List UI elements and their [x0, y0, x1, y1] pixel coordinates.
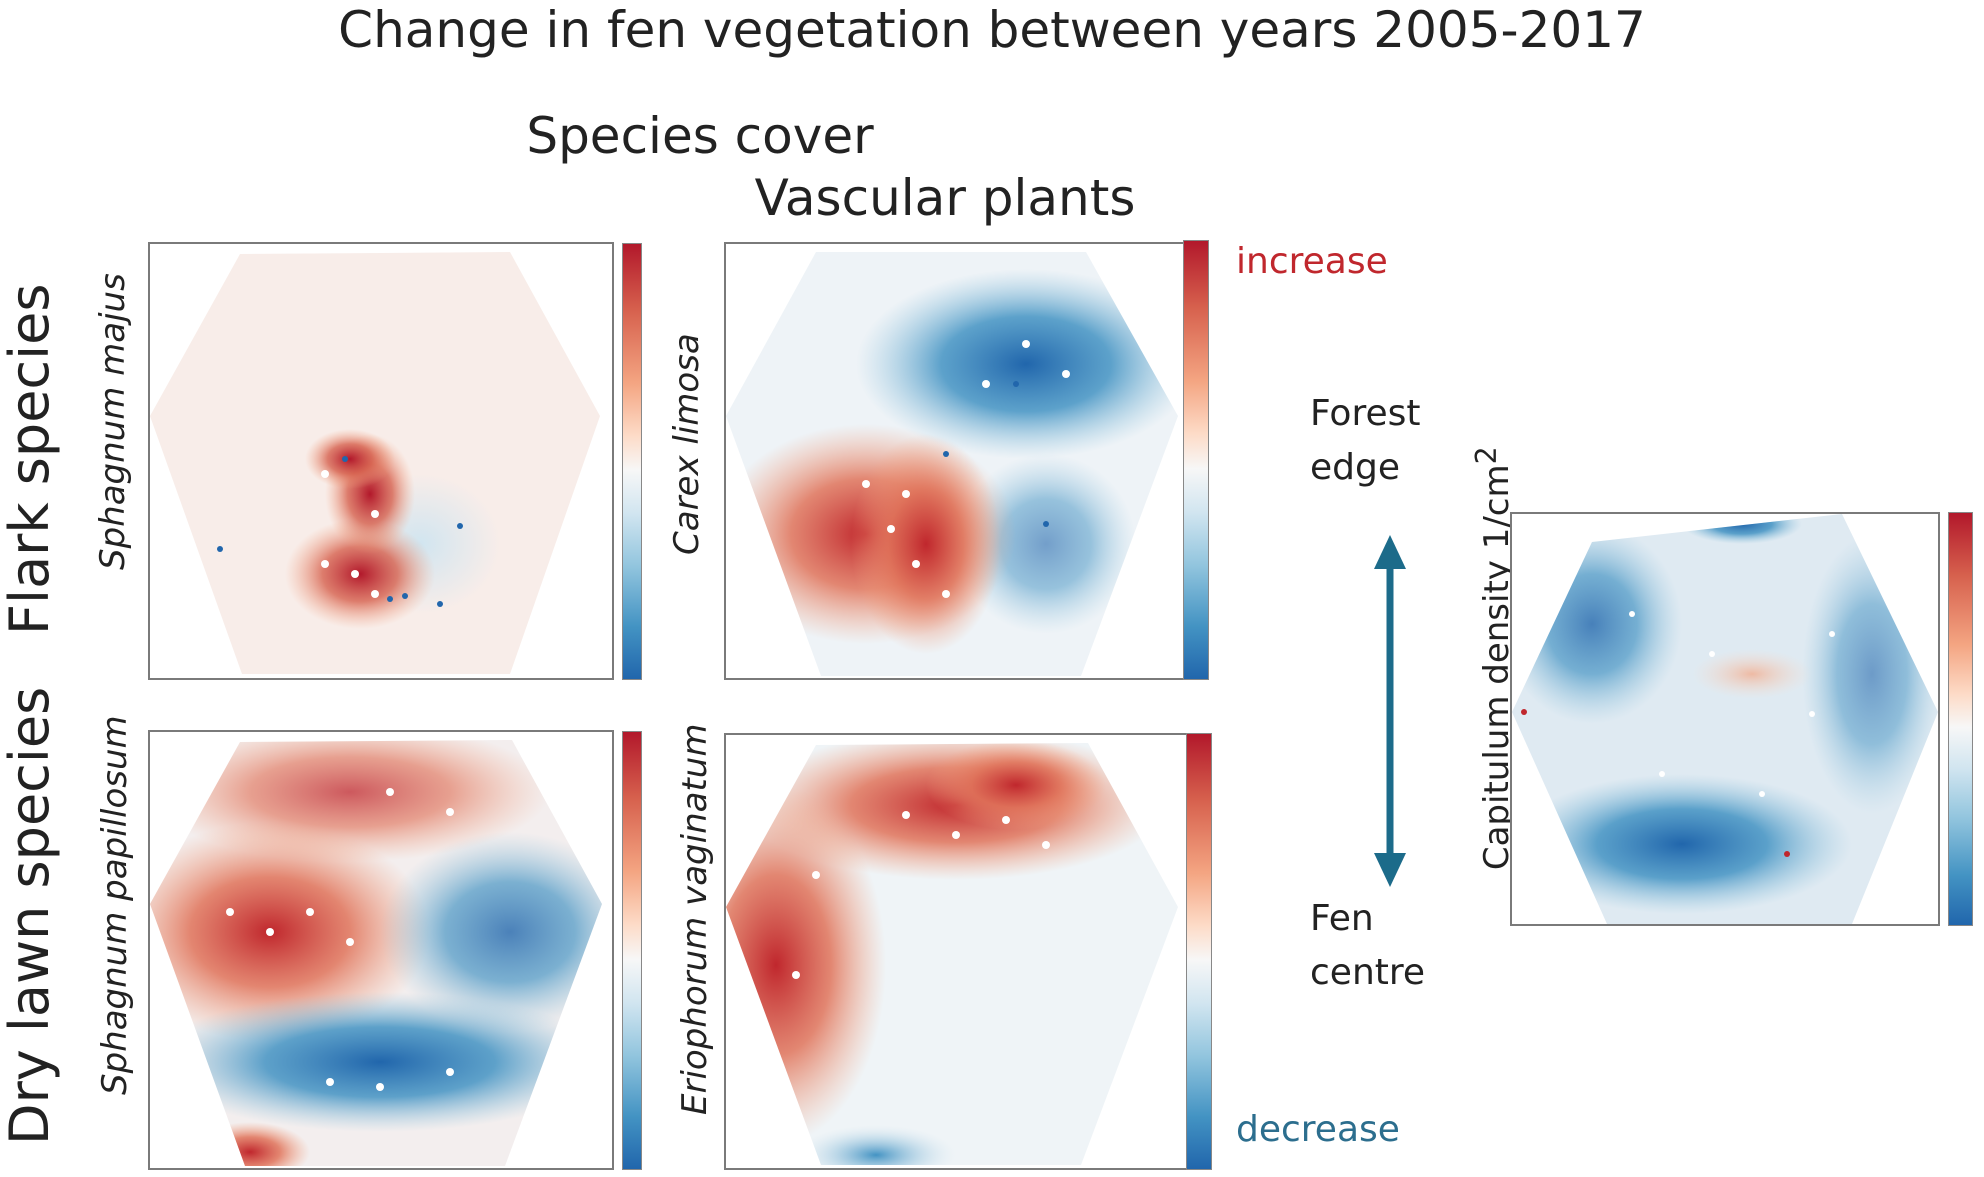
- label-edge: edge: [1310, 447, 1400, 488]
- label-fen: Fen: [1310, 898, 1374, 939]
- colorbar-eriophorum-vaginatum: [1186, 733, 1212, 1170]
- label-centre: centre: [1310, 952, 1426, 993]
- double-arrow-icon: [1374, 535, 1406, 887]
- label-forest: Forest: [1310, 393, 1421, 434]
- colorbar-sphagnum-majus: [622, 243, 642, 680]
- legend-decrease: decrease: [1236, 1109, 1400, 1150]
- species-label-sphagnum-majus: Sphagnum majus: [93, 273, 133, 570]
- row-label-flark: Flark species: [0, 283, 61, 635]
- species-label-eriophorum-vaginatum: Eriophorum vaginatum: [675, 723, 715, 1115]
- capitulum-label-superscript: 2: [1469, 446, 1503, 465]
- colorbar-capitulum-density: [1948, 512, 1973, 926]
- species-label-carex-limosa: Carex limosa: [667, 333, 707, 555]
- vascular-plants-heading: Vascular plants: [754, 169, 1136, 227]
- colorbar-carex-limosa: [1183, 240, 1209, 680]
- colorbar-sphagnum-papillosum: [622, 731, 642, 1170]
- legend-increase: increase: [1236, 241, 1388, 282]
- map-panel-carex-limosa: [724, 242, 1190, 680]
- species-cover-heading: Species cover: [526, 107, 874, 165]
- map-panel-sphagnum-papillosum: [148, 730, 614, 1170]
- species-label-sphagnum-papillosum: Sphagnum papillosum: [95, 715, 135, 1095]
- map-panel-capitulum-density: [1510, 512, 1940, 926]
- map-panel-eriophorum-vaginatum: [724, 733, 1190, 1170]
- map-panel-sphagnum-majus: [148, 242, 614, 680]
- figure-title: Change in fen vegetation between years 2…: [338, 1, 1646, 59]
- row-label-dry-lawn: Dry lawn species: [0, 686, 61, 1145]
